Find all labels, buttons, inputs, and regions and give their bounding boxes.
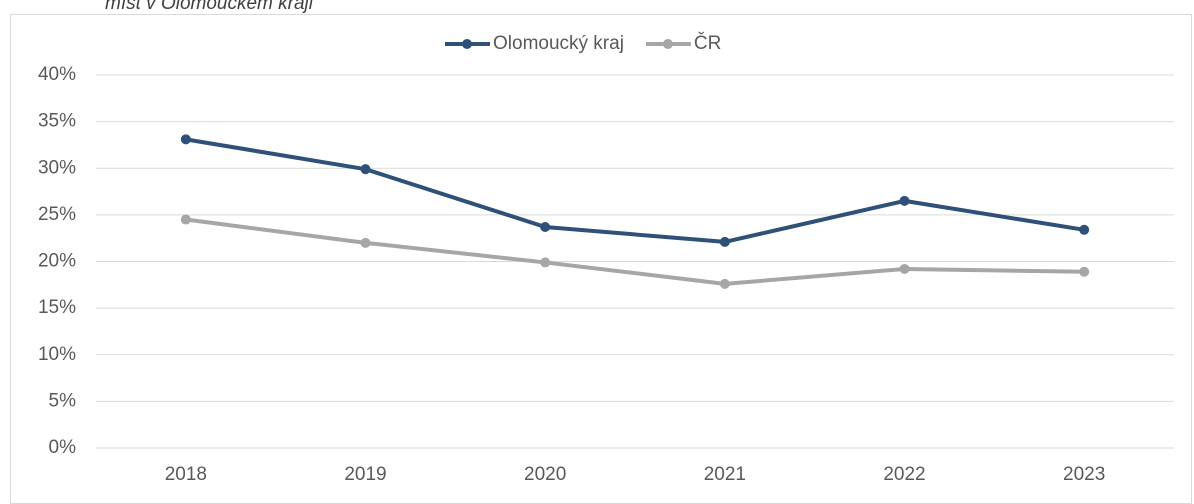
y-tick-label: 5% bbox=[49, 390, 77, 411]
y-tick-label: 30% bbox=[38, 157, 76, 178]
legend-marker bbox=[462, 39, 472, 49]
x-tick-label: 2020 bbox=[524, 464, 566, 485]
x-tick-label: 2023 bbox=[1063, 464, 1105, 485]
point bbox=[899, 263, 910, 274]
legend-label: Olomoucký kraj bbox=[493, 33, 624, 54]
y-tick-label: 10% bbox=[38, 344, 76, 365]
chart-frame bbox=[10, 14, 1192, 504]
point bbox=[1079, 224, 1090, 235]
y-tick-label: 15% bbox=[38, 297, 76, 318]
y-tick-label: 40% bbox=[38, 64, 76, 85]
point bbox=[719, 236, 730, 247]
series-line bbox=[185, 137, 1085, 244]
point bbox=[360, 237, 371, 248]
legend-marker bbox=[662, 39, 673, 49]
x-tick-label: 2021 bbox=[704, 464, 746, 485]
point bbox=[719, 278, 730, 289]
x-tick-label: 2022 bbox=[883, 464, 925, 485]
point bbox=[540, 257, 551, 268]
point bbox=[180, 214, 191, 225]
x-tick-label: 2018 bbox=[165, 464, 207, 485]
point bbox=[1079, 266, 1090, 277]
point bbox=[180, 134, 191, 145]
series-line bbox=[185, 217, 1085, 286]
y-tick-label: 25% bbox=[38, 204, 76, 225]
y-tick-label: 20% bbox=[38, 251, 76, 272]
x-tick-label: 2019 bbox=[344, 464, 386, 485]
legend-label: ČR bbox=[694, 32, 721, 54]
point bbox=[540, 221, 551, 232]
point bbox=[899, 195, 910, 206]
y-tick-label: 0% bbox=[49, 437, 77, 458]
chart-title: míst v Olomouckém kraji bbox=[105, 0, 314, 14]
point bbox=[360, 164, 371, 175]
y-tick-label: 35% bbox=[38, 111, 76, 132]
